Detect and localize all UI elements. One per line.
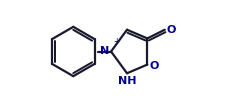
- Text: O: O: [167, 25, 176, 35]
- Text: NH: NH: [118, 76, 136, 86]
- Text: O: O: [150, 61, 159, 71]
- Text: +: +: [113, 37, 120, 46]
- Text: N: N: [100, 46, 109, 57]
